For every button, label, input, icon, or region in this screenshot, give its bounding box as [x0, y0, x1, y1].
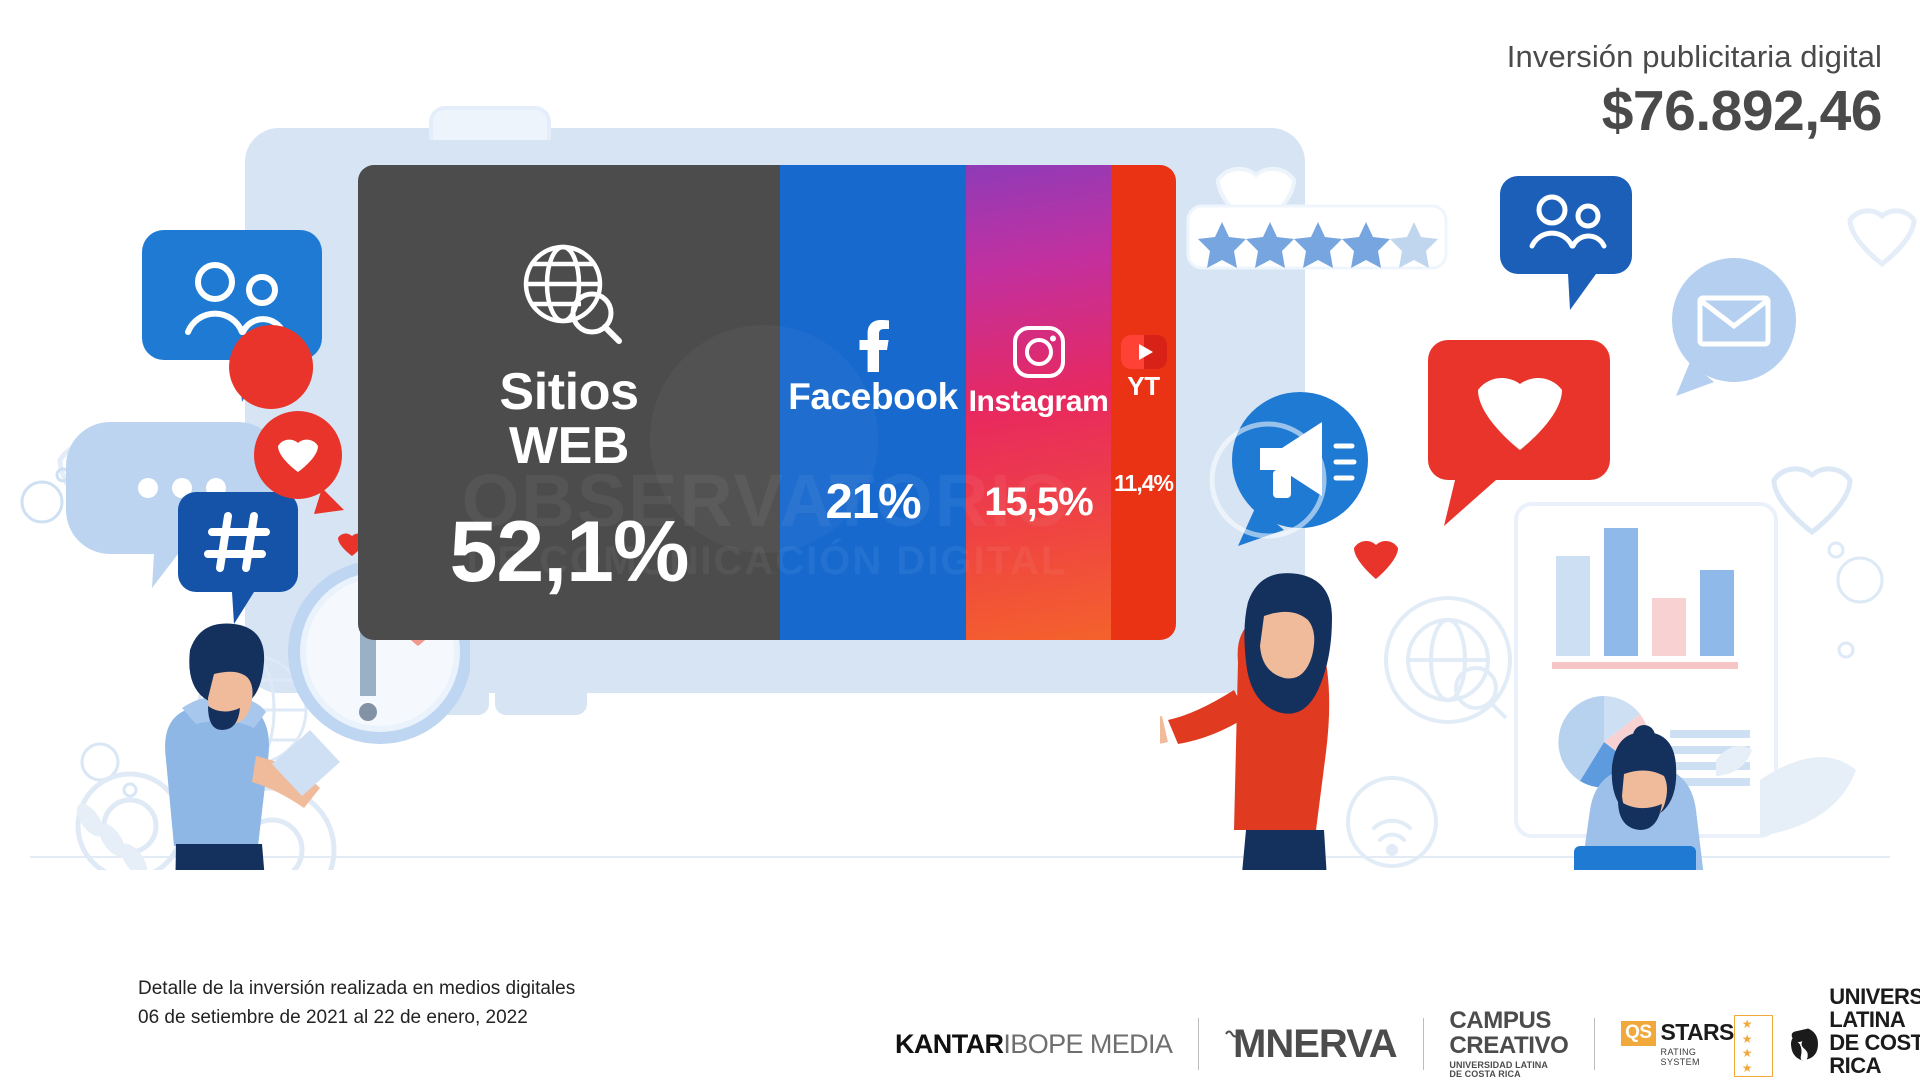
minerva-logo-text: MNERVA: [1233, 1022, 1398, 1067]
header: Inversión publicitaria digital $76.892,4…: [1506, 39, 1883, 144]
youtube-icon: [1120, 335, 1167, 369]
bar-label-youtube: YT: [1127, 371, 1160, 401]
campus-line1: CAMPUS: [1449, 1007, 1551, 1035]
globe-icon: [1790, 1028, 1818, 1062]
kantar-logo-light: IBOPE MEDIA: [1003, 1028, 1173, 1059]
qs-stars-logo: QS STARS RATING SYSTEM ★ ★ ★ ★: [1621, 1011, 1773, 1078]
campus-sub2: DE COSTA RICA: [1449, 1069, 1521, 1080]
bar-value-facebook: 21%: [825, 475, 921, 530]
globe-search-icon: [515, 240, 623, 348]
campus-line2: CREATIVO: [1449, 1031, 1569, 1059]
bar-label-facebook: Facebook: [788, 376, 958, 417]
qs-star-rating: ★ ★ ★ ★: [1733, 1015, 1773, 1078]
qs-badge: QS: [1621, 1021, 1656, 1047]
bar-value-sitios-web: 52,1%: [449, 504, 690, 601]
instagram-icon: [1012, 325, 1066, 379]
bar-segment-youtube[interactable]: YT 11,4%: [1111, 165, 1176, 640]
left-illustration: [20, 230, 470, 870]
minerva-logo: MNERVA: [1225, 1022, 1398, 1067]
ground-line: [30, 856, 1890, 858]
campus-creativo-logo: CAMPUS CREATIVO UNIVERSIDAD LATINA DE CO…: [1449, 1007, 1569, 1080]
footer-caption: Detalle de la inversión realizada en med…: [138, 975, 575, 1033]
kantar-ibope-media-logo: KANTAR IBOPE MEDIA: [895, 1028, 1173, 1060]
tablet-stand-right: [495, 689, 587, 715]
logo-divider: [1594, 1018, 1596, 1071]
campus-sub1: UNIVERSIDAD LATINA: [1449, 1060, 1549, 1071]
bar-label-instagram: Instagram: [968, 385, 1109, 418]
ulatina-line2: DE COSTA RICA: [1829, 1030, 1920, 1079]
page-title: Inversión publicitaria digital: [1506, 39, 1882, 74]
kantar-logo-bold: KANTAR: [895, 1028, 1004, 1059]
bar-segment-sitios-web[interactable]: Sitios WEB 52,1%: [358, 165, 780, 640]
share-bar-chart: OBSERVATORIO DE COMUNICACIÓN DIGITAL Sit…: [358, 165, 1176, 640]
qs-name: STARS: [1660, 1019, 1735, 1046]
ulatina-line1: UNIVERSIDAD LATINA: [1829, 984, 1920, 1033]
total-investment-amount: $76.892,46: [1601, 79, 1883, 144]
footer-caption-line2: 06 de setiembre de 2021 al 22 de enero, …: [138, 1006, 528, 1028]
bar-segment-facebook[interactable]: Facebook 21%: [780, 165, 966, 640]
bar-label-sitios-web: Sitios WEB: [499, 363, 639, 475]
logo-strip: KANTAR IBOPE MEDIA MNERVA CAMPUS CREATIV…: [895, 985, 1920, 1080]
bar-value-youtube: 11,4%: [1114, 469, 1174, 496]
logo-divider: [1422, 1018, 1424, 1071]
bar-value-instagram: 15,5%: [984, 479, 1093, 524]
facebook-icon: [850, 320, 896, 372]
right-illustration: [1160, 166, 1917, 870]
tablet-camera: [429, 106, 551, 140]
footer-caption-line1: Detalle de la inversión realizada en med…: [138, 978, 576, 999]
universidad-latina-logo: UNIVERSIDAD LATINA DE COSTA RICA POWERED…: [1787, 985, 1920, 1080]
bar-segment-instagram[interactable]: Instagram 15,5%: [966, 165, 1111, 640]
logo-divider: [1198, 1018, 1200, 1071]
qs-subtitle: RATING SYSTEM: [1660, 1047, 1700, 1068]
